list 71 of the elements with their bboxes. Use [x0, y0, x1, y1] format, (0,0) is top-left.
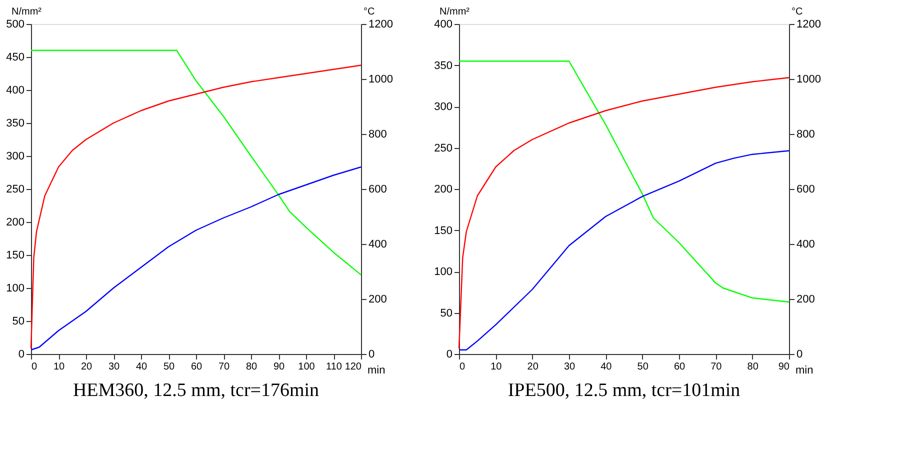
line-series — [458, 77, 790, 350]
x-tick-label: 80 — [246, 362, 258, 372]
y-tick-label: 250 — [6, 184, 24, 196]
y-tick-label: 350 — [434, 60, 452, 72]
x-tick-label: 0 — [460, 362, 466, 372]
y2-tick-label: 0 — [796, 348, 803, 360]
x-tick-label: 70 — [710, 362, 722, 372]
x-tick-label: 0 — [32, 362, 38, 372]
y2-tick-label: 1000 — [796, 74, 821, 86]
y-tick-label: 200 — [434, 184, 452, 196]
y2-tick-label: 800 — [796, 128, 815, 140]
line-series — [458, 60, 790, 303]
y2-tick-label: 800 — [368, 128, 387, 140]
x-tick-label: 40 — [600, 362, 612, 372]
y-tick-label: 100 — [6, 282, 24, 294]
x-tick-label: 70 — [218, 362, 230, 372]
x-tick-label: 10 — [490, 362, 502, 372]
y-tick-label: 300 — [434, 101, 452, 113]
x-axis-title: min — [368, 364, 386, 376]
y2-tick-label: 1000 — [368, 74, 393, 86]
x-tick-label: 30 — [564, 362, 576, 372]
y-tick-label: 300 — [6, 150, 24, 162]
y-tick-label: 500 — [6, 18, 24, 30]
line-series — [30, 64, 362, 350]
y-tick-label: 350 — [6, 118, 24, 130]
x-tick-label: 110 — [326, 362, 342, 372]
y2-tick-label: 600 — [368, 184, 387, 196]
y2-tick-label: 400 — [796, 238, 815, 250]
y-tick-label: 200 — [6, 216, 24, 228]
y2-tick-label: 200 — [796, 294, 815, 306]
x-tick-label: 50 — [163, 362, 175, 372]
x-tick-label: 30 — [108, 362, 120, 372]
line-series — [458, 150, 790, 350]
text: IPE500, 12.5 mm, tcr=101min — [508, 380, 741, 401]
y2-tick-label: 1200 — [368, 18, 393, 30]
line-series — [30, 166, 362, 350]
y2-tick-label: 600 — [796, 184, 815, 196]
x-tick-label: 40 — [136, 362, 148, 372]
y2-tick-label: 200 — [368, 294, 387, 306]
y-axis-title: N/mm² — [440, 6, 470, 18]
y-tick-label: 150 — [434, 224, 452, 237]
y-tick-label: 150 — [6, 250, 24, 262]
x-tick-label: 20 — [80, 362, 92, 372]
x-tick-label: 100 — [298, 362, 316, 372]
y-tick-label: 50 — [12, 316, 24, 328]
y-tick-label: 100 — [434, 266, 452, 278]
x-tick-label: 50 — [637, 362, 649, 372]
x-tick-label: 20 — [527, 362, 539, 372]
y-tick-label: 250 — [434, 142, 452, 154]
y-axis-title: N/mm² — [12, 6, 42, 18]
y-tick-label: 450 — [6, 52, 24, 64]
y-tick-label: 0 — [18, 348, 24, 360]
line-series — [30, 50, 362, 276]
y2-tick-label: 0 — [368, 348, 375, 360]
x-tick-label: 60 — [190, 362, 202, 372]
y2-axis-title: °C — [792, 6, 803, 18]
x-tick-label: 80 — [747, 362, 759, 372]
x-tick-label: 90 — [273, 362, 285, 372]
x-tick-label: 90 — [778, 362, 790, 372]
x-axis-title: min — [796, 364, 814, 376]
y-tick-label: 0 — [446, 348, 452, 360]
y2-tick-label: 400 — [368, 238, 387, 250]
y-tick-label: 400 — [6, 84, 24, 96]
x-tick-label: 120 — [344, 362, 362, 372]
y2-axis-title: °C — [364, 6, 375, 18]
x-tick-label: 10 — [53, 362, 65, 372]
y2-tick-label: 1200 — [796, 18, 821, 30]
y-tick-label: 50 — [440, 307, 452, 320]
text: HEM360, 12.5 mm, tcr=176min — [72, 380, 320, 401]
y-tick-label: 400 — [434, 18, 452, 30]
x-tick-label: 60 — [674, 362, 686, 372]
